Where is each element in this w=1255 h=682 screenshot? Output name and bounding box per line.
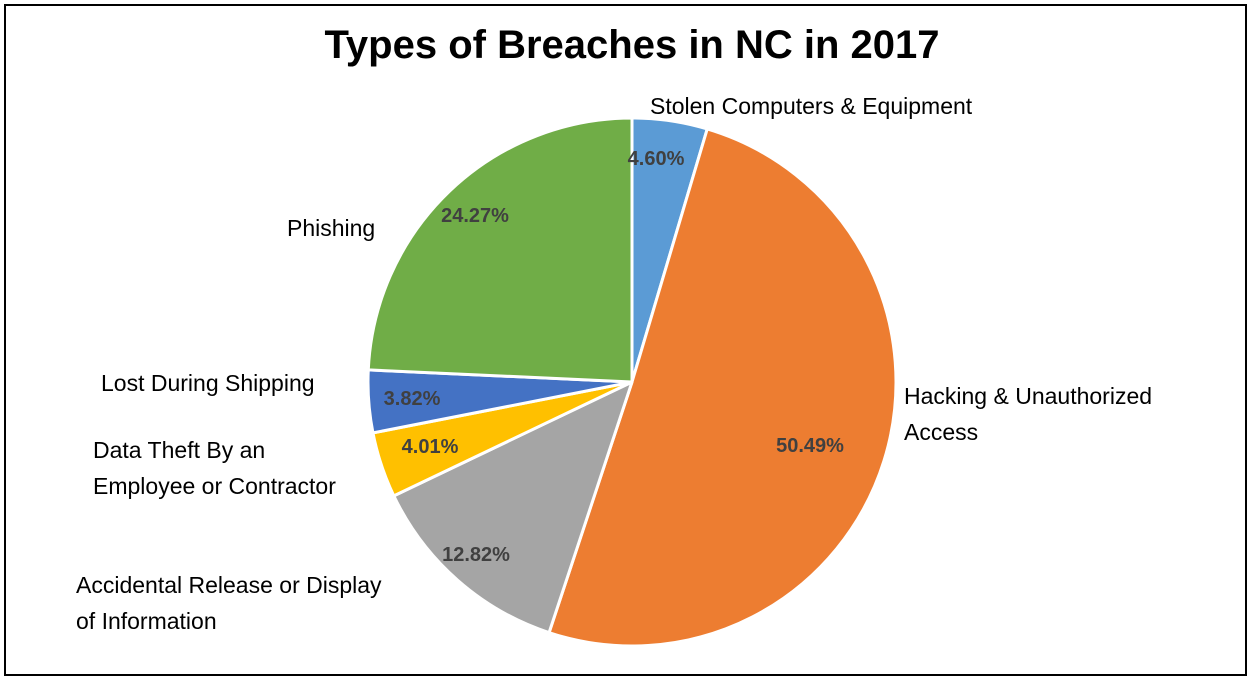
pie-slices xyxy=(366,116,898,648)
category-label-accidental-release: Accidental Release or Display of Informat… xyxy=(76,572,382,634)
category-labels: Stolen Computers & Equipment Hacking & Un… xyxy=(76,93,1152,634)
value-labels: 4.60% 50.49% 12.82% 4.01% 3.82% 24.27% xyxy=(384,148,844,566)
pie-slice-hacking xyxy=(547,127,898,648)
category-label-lost-shipping: Lost During Shipping xyxy=(101,370,315,396)
pie-slice-phishing xyxy=(366,116,634,384)
value-label-phishing: 24.27% xyxy=(441,205,509,227)
value-label-data-theft: 4.01% xyxy=(402,436,459,458)
chart-title: Types of Breaches in NC in 2017 xyxy=(324,23,939,67)
category-label-data-theft: Data Theft By an Employee or Contractor xyxy=(93,437,336,499)
value-label-hacking: 50.49% xyxy=(776,435,844,457)
value-label-accidental-release: 12.82% xyxy=(442,544,510,566)
category-label-phishing: Phishing xyxy=(287,215,375,241)
value-label-lost-shipping: 3.82% xyxy=(384,388,441,410)
category-label-stolen-computers: Stolen Computers & Equipment xyxy=(650,93,973,119)
category-label-hacking: Hacking & Unauthorized Access xyxy=(904,383,1152,445)
value-label-stolen-computers: 4.60% xyxy=(628,148,685,170)
pie-slice-accidental-release xyxy=(392,380,634,635)
